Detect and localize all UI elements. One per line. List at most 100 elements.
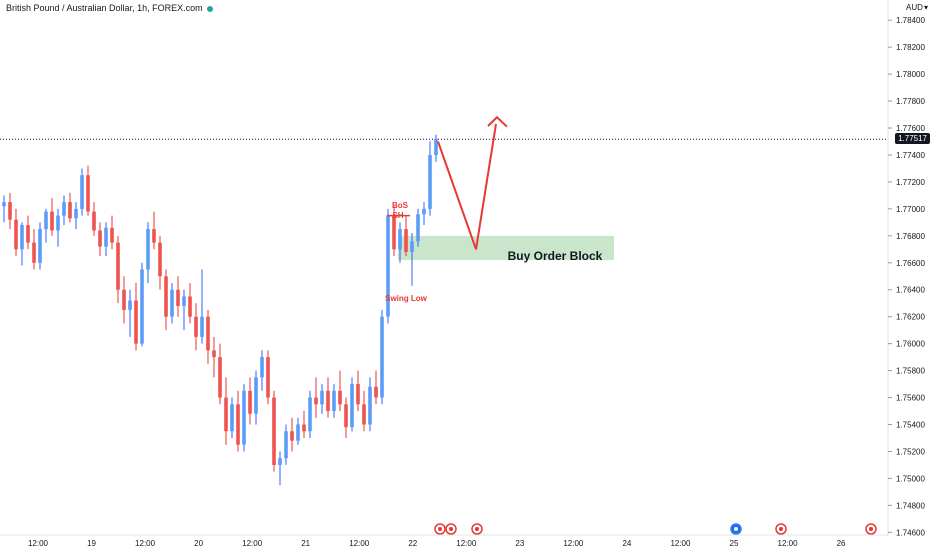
candle-body — [254, 377, 258, 414]
projection-path — [437, 123, 497, 250]
candle-body — [152, 229, 156, 243]
candle-body — [2, 202, 6, 207]
price-tick-label: 1.75200 — [896, 447, 925, 456]
price-tick-label: 1.75000 — [896, 474, 925, 483]
candle-body — [20, 225, 24, 250]
economic-event-icon[interactable] — [775, 523, 787, 535]
time-tick-label: 12:00 — [563, 539, 584, 548]
chart-title: British Pound / Australian Dollar, 1h, F… — [6, 3, 213, 13]
candle-body — [398, 229, 402, 250]
candle-body — [86, 175, 90, 212]
candle-body — [182, 296, 186, 306]
candle-body — [122, 289, 126, 310]
time-tick-label: 12:00 — [28, 539, 49, 548]
candle-body — [332, 390, 336, 412]
candle-body — [296, 424, 300, 441]
candle-body — [338, 390, 342, 405]
price-tick-label: 1.78400 — [896, 16, 925, 25]
price-tick-label: 1.74800 — [896, 501, 925, 510]
time-tick-label: 12:00 — [778, 539, 799, 548]
time-tick-label: 12:00 — [135, 539, 156, 548]
candle-body — [224, 397, 228, 432]
candle-body — [386, 215, 390, 317]
candle-body — [44, 211, 48, 230]
candle-body — [368, 386, 372, 425]
price-tick-label: 1.76600 — [896, 259, 925, 268]
candle-body — [308, 397, 312, 432]
candle-body — [206, 316, 210, 351]
price-tick-label: 1.78200 — [896, 43, 925, 52]
candle-body — [326, 390, 330, 412]
candle-body — [194, 316, 198, 337]
economic-event-icon[interactable] — [434, 523, 446, 535]
candle-body — [374, 386, 378, 398]
candle-body — [344, 404, 348, 428]
candle-body — [32, 242, 36, 263]
candle-body — [434, 138, 438, 155]
candle-body — [62, 202, 66, 216]
time-tick-label: 23 — [515, 539, 524, 548]
price-tick-label: 1.77600 — [896, 124, 925, 133]
price-tick-label: 1.77200 — [896, 178, 925, 187]
candle-body — [68, 202, 72, 219]
candle-body — [140, 269, 144, 344]
candle-body — [320, 390, 324, 405]
candle-body — [290, 431, 294, 441]
candle-body — [176, 289, 180, 306]
time-tick-label: 19 — [87, 539, 96, 548]
candle-body — [146, 229, 150, 270]
price-axis[interactable]: 1.78400 1.78200 1.78000 1.77800 1.77600 1.774… — [887, 0, 925, 537]
time-tick-label: 25 — [730, 539, 739, 548]
economic-event-icon[interactable] — [865, 523, 877, 535]
economic-event-icon[interactable] — [471, 523, 483, 535]
candle-body — [26, 225, 30, 243]
price-tick-label: 1.76000 — [896, 340, 925, 349]
order-block-label: Buy Order Block — [508, 249, 603, 263]
price-tick-label: 1.75800 — [896, 367, 925, 376]
candle-body — [212, 350, 216, 358]
price-tick-label: 1.77000 — [896, 205, 925, 214]
currency-dropdown-icon[interactable]: ▾ — [924, 3, 928, 12]
candle-body — [14, 219, 18, 250]
candle-body — [362, 404, 366, 425]
candle-body — [302, 424, 306, 432]
candles-group — [2, 134, 438, 486]
candle-body — [284, 431, 288, 459]
economic-event-icon[interactable] — [445, 523, 457, 535]
candle-body — [428, 154, 432, 209]
candle-body — [236, 404, 240, 445]
market-status-dot — [206, 5, 213, 12]
candle-body — [38, 229, 42, 263]
candle-body — [104, 227, 108, 247]
candle-body — [170, 289, 174, 317]
candle-body — [200, 316, 204, 337]
candle-body — [110, 227, 114, 243]
candle-body — [260, 357, 264, 378]
candle-body — [230, 404, 234, 432]
candle-body — [278, 458, 282, 465]
last-price-tag: 1.77517 — [895, 133, 930, 145]
price-tick-label: 1.76200 — [896, 313, 925, 322]
candle-body — [242, 390, 246, 445]
candle-body — [50, 211, 54, 231]
candle-body — [128, 300, 132, 310]
bos-label: BoS — [392, 201, 409, 210]
candle-body — [134, 300, 138, 344]
candle-body — [116, 242, 120, 290]
price-tick-label: 1.74600 — [896, 528, 925, 537]
symbol-title: British Pound / Australian Dollar, 1h, F… — [6, 3, 203, 13]
price-tick-label: 1.75600 — [896, 394, 925, 403]
time-axis[interactable]: 12:00 19 12:00 20 12:00 21 12:00 22 12:00 23 12:00… — [0, 534, 888, 548]
candle-body — [422, 208, 426, 215]
candle-body — [98, 230, 102, 247]
candle-body — [8, 202, 12, 220]
candle-body — [272, 397, 276, 465]
currency-label[interactable]: AUD — [906, 3, 923, 12]
dividend-event-icon[interactable] — [730, 523, 742, 535]
candle-body — [248, 390, 252, 414]
price-tick-label: 1.76400 — [896, 286, 925, 295]
candle-body — [350, 384, 354, 428]
candle-body — [392, 215, 396, 250]
